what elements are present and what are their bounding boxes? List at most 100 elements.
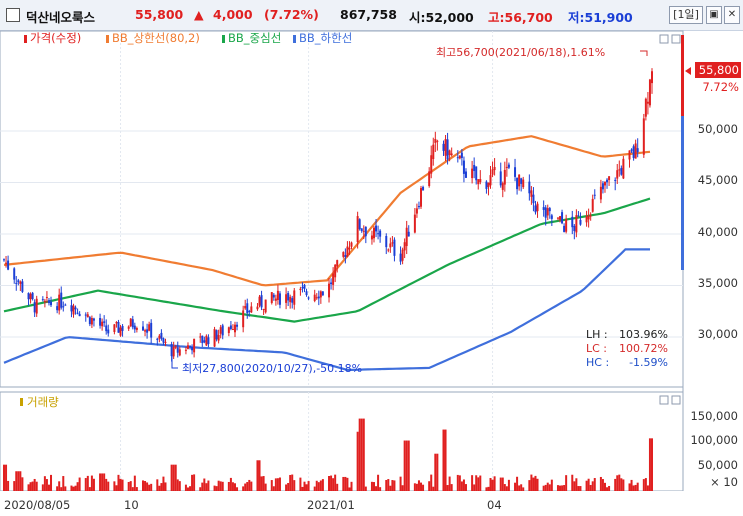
candle-body	[536, 203, 539, 212]
volume-bar	[84, 478, 87, 491]
volume-bar	[103, 473, 106, 491]
volume-bar	[642, 479, 645, 491]
volume-bar	[485, 487, 488, 491]
volume-bar	[88, 487, 91, 491]
panel-close-icon[interactable]	[671, 34, 681, 44]
volume-bar	[242, 486, 245, 491]
candle-body	[573, 225, 576, 232]
candle-body	[99, 318, 102, 326]
volume-bar	[78, 477, 81, 491]
volume-bar	[131, 487, 134, 491]
candle-body	[219, 327, 222, 334]
period-button[interactable]: [1일]	[669, 6, 703, 24]
candle-body	[391, 242, 394, 244]
volume-bar	[614, 478, 617, 491]
volume-bar	[493, 476, 496, 491]
volume-maximize-icon[interactable]	[659, 395, 669, 405]
volume-bar	[573, 481, 576, 491]
candle-body	[485, 181, 488, 189]
current-price: 55,800	[135, 7, 184, 22]
candle-body	[113, 324, 116, 332]
volume-bars	[3, 418, 653, 491]
volume-bar	[591, 481, 594, 491]
y-tick-50000: 50,000	[698, 122, 738, 136]
checkbox-icon[interactable]	[6, 8, 20, 22]
candle-body	[236, 324, 239, 327]
close-icon[interactable]: ✕	[724, 6, 740, 24]
maximize-icon[interactable]: ▣	[706, 6, 722, 24]
volume-bar	[101, 473, 104, 491]
candle-body	[413, 214, 416, 233]
candle-body	[146, 329, 149, 333]
candle-body	[603, 181, 606, 186]
volume-bar	[115, 485, 118, 491]
candle-body	[205, 335, 208, 346]
volume-bar	[413, 483, 416, 491]
legend-price: 가격(수정)	[30, 31, 81, 45]
candle-body	[287, 293, 290, 301]
volume-bar	[646, 485, 649, 491]
volume-bar	[446, 485, 449, 491]
price-legend: 가격(수정) BB_상한선(80,2) BB_중심선 BB_하한선	[24, 31, 352, 45]
candle-body	[58, 294, 61, 311]
volume-bar	[276, 478, 279, 491]
volume-bar	[571, 474, 574, 491]
candle-body	[403, 242, 406, 251]
volume-bar	[436, 453, 439, 491]
candle-body	[462, 160, 465, 174]
volume-bar	[464, 484, 467, 491]
candle-body	[559, 216, 562, 220]
candle-body	[448, 150, 451, 156]
legend-swatch-upper	[106, 35, 109, 43]
candle-body	[227, 327, 230, 334]
volume-bar	[160, 483, 163, 491]
volume-unit: × 10	[710, 475, 738, 489]
x-tick-10: 10	[124, 498, 139, 512]
candle-body	[84, 314, 87, 316]
volume-bar	[536, 478, 539, 491]
price-tag-box	[695, 62, 741, 78]
volume-bar	[76, 482, 79, 491]
volume-close-icon[interactable]	[671, 395, 681, 405]
volume-bar	[336, 483, 339, 491]
candle-body	[119, 327, 122, 336]
volume-bar	[13, 481, 16, 491]
volume-bar	[499, 477, 502, 491]
volume-bar	[559, 485, 562, 491]
volume-bar	[550, 479, 553, 491]
stat-lc-label: LC :	[586, 342, 607, 355]
volume-bar	[477, 477, 480, 491]
volume-bar	[428, 481, 431, 491]
candle-body	[608, 176, 611, 181]
y-tick-35000: 35,000	[698, 276, 738, 290]
volume-bar	[21, 477, 24, 491]
volume-panel-frame	[0, 391, 684, 492]
volume-bar	[70, 485, 73, 491]
volume-bar	[575, 478, 578, 491]
candle-body	[622, 158, 625, 179]
candle-body	[105, 325, 108, 332]
upper-band-line	[3, 135, 651, 287]
stat-hc-value: -1.59%	[629, 356, 668, 369]
volume-bar	[272, 486, 275, 491]
volume-bar	[86, 475, 89, 491]
volume-bar	[587, 478, 590, 491]
volume-bar	[379, 487, 382, 491]
candle-body	[303, 284, 306, 289]
candle-body	[319, 291, 322, 298]
candle-body	[129, 318, 132, 327]
candle-body	[487, 182, 490, 188]
volume-bar	[129, 481, 132, 491]
panel-maximize-icon[interactable]	[659, 34, 669, 44]
volume-bar	[370, 481, 373, 491]
candle-body	[546, 208, 549, 216]
volume-bar	[608, 485, 611, 491]
volume-bar	[372, 482, 375, 491]
candle-body	[270, 292, 273, 303]
candle-body	[43, 300, 46, 303]
candle-body	[328, 283, 331, 298]
volume-bar	[135, 487, 138, 491]
candle-body	[501, 183, 504, 190]
candle-body	[350, 242, 353, 247]
volume-bar	[15, 471, 18, 491]
